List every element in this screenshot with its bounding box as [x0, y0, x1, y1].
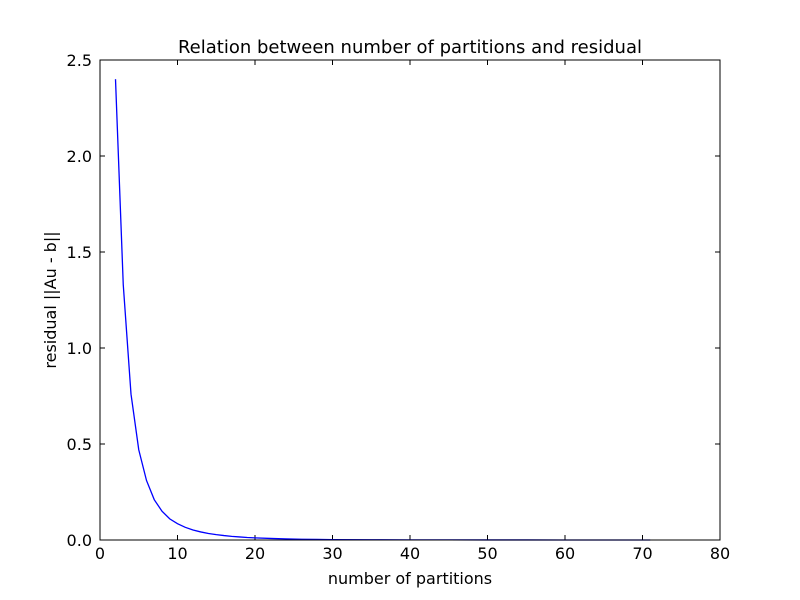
y-tick-label: 0.0 [67, 531, 92, 550]
x-tick-label: 30 [322, 544, 342, 563]
series-line [114, 79, 651, 541]
series-group [114, 79, 651, 541]
x-tick-label: 60 [555, 544, 575, 563]
ticks [99, 59, 721, 541]
y-tick-label: 2.0 [67, 147, 92, 166]
x-tick-label: 0 [95, 544, 105, 563]
y-axis-label: residual ||Au - b|| [41, 231, 60, 368]
x-tick-label: 40 [400, 544, 420, 563]
x-axis-label: number of partitions [328, 569, 492, 588]
chart-title: Relation between number of partitions an… [178, 37, 642, 58]
y-tick-label: 0.5 [67, 435, 92, 454]
y-tick-label: 2.5 [67, 51, 92, 70]
x-tick-label: 10 [167, 544, 187, 563]
x-tick-label: 80 [710, 544, 730, 563]
x-tick-label: 70 [632, 544, 652, 563]
y-tick-label: 1.5 [67, 243, 92, 262]
y-tick-label: 1.0 [67, 339, 92, 358]
x-tick-label: 20 [245, 544, 265, 563]
plot-frame [99, 59, 721, 541]
tick-labels: 0 10 20 30 40 50 60 70 80 0.0 0.5 1.0 1.5 2.0 2.5 [67, 51, 731, 563]
x-tick-label: 50 [477, 544, 497, 563]
